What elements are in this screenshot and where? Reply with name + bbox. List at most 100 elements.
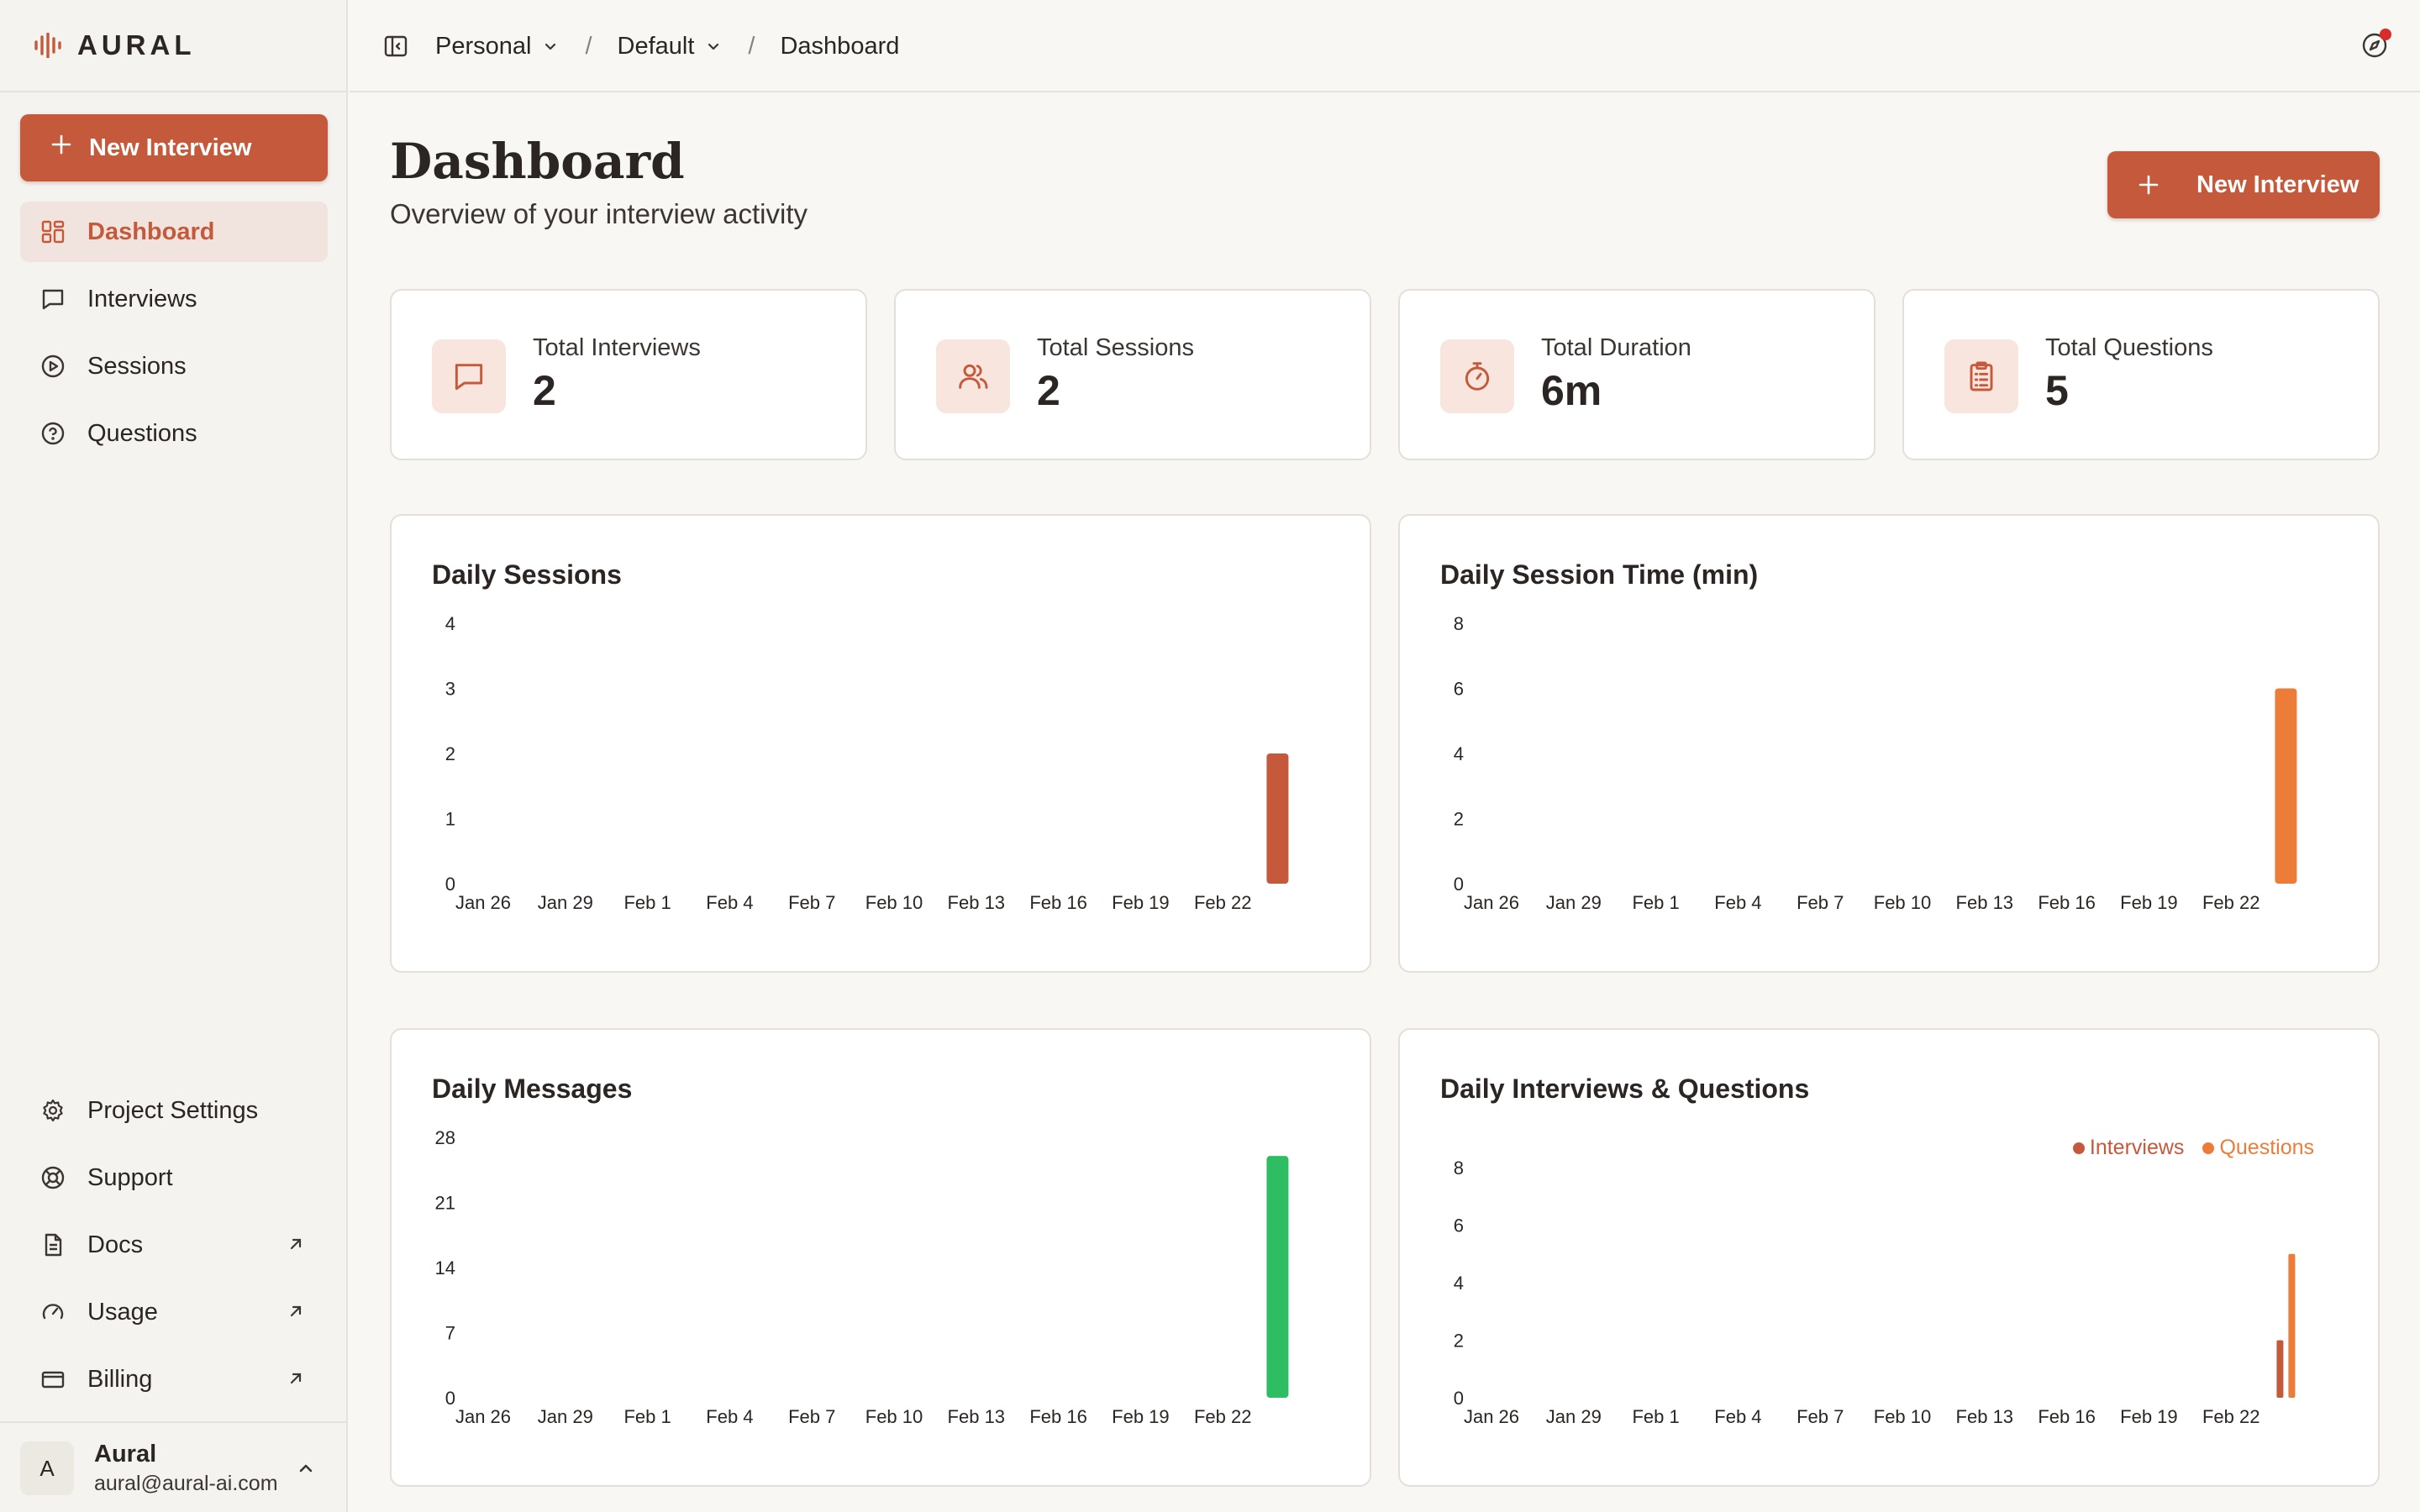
y-tick-label: 4 xyxy=(1454,1273,1464,1294)
page-subtitle: Overview of your interview activity xyxy=(390,198,808,229)
x-tick-label: Feb 13 xyxy=(1956,1406,2014,1427)
y-tick-label: 7 xyxy=(445,1323,455,1344)
gauge-icon xyxy=(39,1298,67,1326)
x-tick-label: Feb 4 xyxy=(1714,892,1761,913)
x-tick-label: Feb 10 xyxy=(1874,892,1932,913)
y-tick-label: 14 xyxy=(435,1257,455,1278)
sidebar-item-interviews[interactable]: Interviews xyxy=(20,269,328,329)
chevron-down-icon xyxy=(704,37,723,55)
credit-card-icon xyxy=(39,1365,67,1394)
sidebar-item-billing[interactable]: Billing xyxy=(20,1349,328,1410)
sidebar-item-support[interactable]: Support xyxy=(20,1147,328,1208)
x-tick-label: Feb 16 xyxy=(2038,1406,2096,1427)
stopwatch-icon xyxy=(1440,339,1514,413)
x-tick-label: Feb 1 xyxy=(1632,892,1679,913)
bar[interactable] xyxy=(1266,753,1289,884)
breadcrumb-separator: / xyxy=(585,32,592,60)
x-tick-label: Feb 22 xyxy=(1194,892,1252,913)
y-tick-label: 0 xyxy=(445,874,455,895)
chevron-down-icon xyxy=(541,37,560,55)
waveform-icon xyxy=(34,33,62,58)
x-tick-label: Feb 10 xyxy=(865,1406,923,1427)
new-interview-button[interactable]: New Interview xyxy=(2107,151,2380,218)
x-tick-label: Jan 29 xyxy=(1546,892,1602,913)
project-selector[interactable]: Default xyxy=(618,33,723,60)
bar[interactable] xyxy=(2276,1340,2284,1399)
stat-value: 6m xyxy=(1541,367,1602,414)
sidebar-item-label: Docs xyxy=(87,1231,144,1258)
x-tick-label: Feb 1 xyxy=(623,1406,671,1427)
sidebar-item-dashboard[interactable]: Dashboard xyxy=(20,202,328,262)
help-circle-icon xyxy=(39,419,67,448)
legend-swatch xyxy=(2202,1142,2215,1154)
sidebar-item-questions[interactable]: Questions xyxy=(20,403,328,464)
sidebar-item-label: Support xyxy=(87,1163,173,1191)
y-tick-label: 0 xyxy=(1454,1388,1464,1409)
x-tick-label: Jan 26 xyxy=(455,1406,511,1427)
divider xyxy=(0,1421,348,1423)
legend-label: Questions xyxy=(2219,1136,2314,1159)
stat-card-total-interviews: Total Interviews 2 xyxy=(390,289,867,460)
x-tick-label: Feb 16 xyxy=(1029,892,1087,913)
sidebar-toggle-icon[interactable] xyxy=(383,34,408,59)
x-tick-label: Feb 7 xyxy=(788,892,835,913)
stat-label: Total Sessions xyxy=(1037,334,1194,361)
breadcrumb-separator: / xyxy=(748,32,755,60)
stat-label: Total Interviews xyxy=(533,334,701,361)
chart-daily-sessions: 0 1 2 3 4 Jan 26 Jan 29 Feb 1 Feb 4 Feb 7 Feb 10 Fe… xyxy=(445,613,1289,913)
x-tick-label: Feb 19 xyxy=(1112,892,1170,913)
chart-daily-messages: 0 7 14 21 28 Jan 26 Jan 29 Feb 1 Feb 4 Feb 7 Feb 1… xyxy=(435,1127,1289,1427)
logo[interactable]: AURAL xyxy=(34,29,196,60)
stat-card-total-questions: Total Questions 5 xyxy=(1902,289,2380,460)
x-tick-label: Feb 10 xyxy=(1874,1406,1932,1427)
sidebar-item-label: Dashboard xyxy=(87,218,215,245)
compass-icon[interactable] xyxy=(2360,30,2390,65)
user-name: Aural xyxy=(94,1441,157,1467)
bar[interactable] xyxy=(2288,1253,2296,1398)
bar[interactable] xyxy=(1266,1156,1289,1398)
x-tick-label: Feb 13 xyxy=(948,892,1006,913)
plus-icon xyxy=(50,134,72,162)
breadcrumb: Personal / Default / Dashboard xyxy=(383,27,899,66)
y-tick-label: 2 xyxy=(445,743,455,764)
sidebar-item-sessions[interactable]: Sessions xyxy=(20,336,328,396)
x-tick-label: Feb 1 xyxy=(1632,1406,1679,1427)
y-tick-label: 6 xyxy=(1454,679,1464,700)
x-tick-label: Jan 29 xyxy=(1546,1406,1602,1427)
x-tick-label: Feb 7 xyxy=(1797,1406,1844,1427)
legend-label: Interviews xyxy=(2089,1136,2185,1159)
x-tick-label: Feb 10 xyxy=(865,892,923,913)
sidebar-item-label: Questions xyxy=(87,419,197,447)
workspace-selector[interactable]: Personal xyxy=(435,33,560,60)
sidebar-item-project-settings[interactable]: Project Settings xyxy=(20,1080,328,1141)
chart-daily-interviews-questions: 0 2 4 6 8 Jan 26 Jan 29 Feb 1 Feb 4 Feb 7 Feb 10 Fe… xyxy=(1454,1158,2296,1427)
x-tick-label: Jan 29 xyxy=(538,892,593,913)
gear-icon xyxy=(39,1096,67,1125)
y-tick-label: 8 xyxy=(1454,613,1464,634)
x-tick-label: Feb 7 xyxy=(788,1406,835,1427)
x-tick-label: Feb 1 xyxy=(623,892,671,913)
y-tick-label: 2 xyxy=(1454,809,1464,830)
bar[interactable] xyxy=(2275,688,2297,885)
x-tick-label: Jan 26 xyxy=(455,892,511,913)
y-tick-label: 4 xyxy=(445,613,455,634)
play-circle-icon xyxy=(39,352,67,381)
logo-text: AURAL xyxy=(77,29,196,60)
x-tick-label: Feb 7 xyxy=(1797,892,1844,913)
x-tick-label: Feb 22 xyxy=(2202,1406,2260,1427)
sidebar-item-label: Usage xyxy=(87,1298,158,1326)
sidebar: AURAL New Interview Dashboard Interviews… xyxy=(0,0,348,1512)
x-tick-label: Feb 16 xyxy=(1029,1406,1087,1427)
y-tick-label: 0 xyxy=(445,1388,455,1409)
new-interview-button[interactable]: New Interview xyxy=(20,114,328,181)
user-menu[interactable]: A Aural aural@aural-ai.com xyxy=(20,1438,328,1499)
new-interview-label: New Interview xyxy=(2196,171,2360,198)
sidebar-item-label: Billing xyxy=(87,1365,153,1393)
x-tick-label: Feb 19 xyxy=(2120,892,2178,913)
sidebar-item-docs[interactable]: Docs xyxy=(20,1215,328,1275)
external-link-icon xyxy=(286,1233,306,1261)
sidebar-item-usage[interactable]: Usage xyxy=(20,1282,328,1342)
y-tick-label: 1 xyxy=(445,809,455,830)
x-tick-label: Jan 29 xyxy=(538,1406,593,1427)
plus-icon xyxy=(2138,174,2160,196)
